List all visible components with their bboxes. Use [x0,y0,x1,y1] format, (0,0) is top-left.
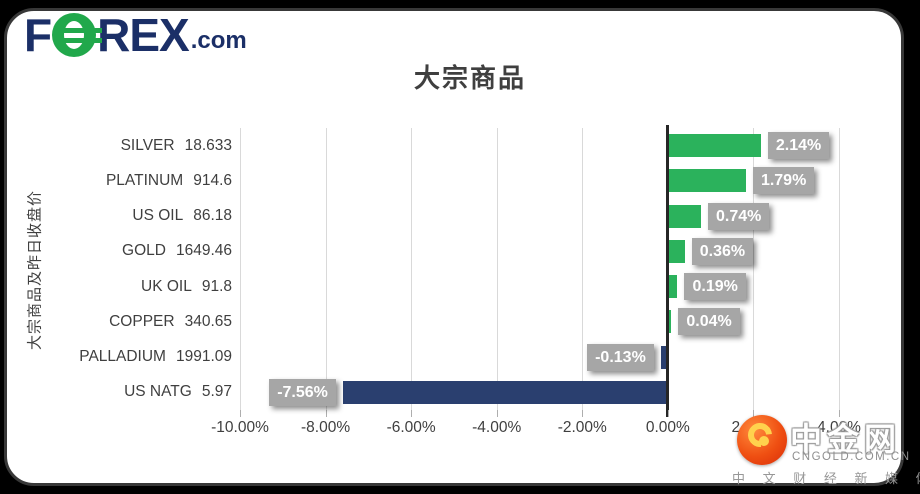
plot-area: -10.00%-8.00%-6.00%-4.00%-2.00%0.00%2.00… [211,125,861,436]
forex-logo-dotcom: .com [190,27,247,54]
gridline [240,128,241,410]
axis-tick-label: -2.00% [557,419,607,436]
gridline [839,128,840,410]
category-label: US OIL [132,207,184,225]
close-price-label: 1991.09 [175,348,232,366]
value-badge: 2.14% [767,132,830,160]
cngold-tagline: 中 文 财 经 新 媒 体 [732,471,920,486]
chart-title: 大宗商品 [413,63,526,93]
category-label: COPPER [109,312,175,330]
axis-tick-label: -6.00% [386,419,436,436]
close-price-label: 914.6 [193,171,232,189]
gridline [325,128,327,410]
category-row: US OIL 86.18 [30,199,232,234]
axis-tick-label: -10.00% [211,419,269,436]
category-label: UK OIL [141,277,192,295]
category-label: SILVER [120,136,175,154]
gridline [582,128,584,410]
forex-logo-rex: REX [97,9,190,61]
close-price-label: 86.18 [193,207,232,225]
category-axis: SILVER 18.633 PLATINUM 914.6 US OIL 86.18 GOLD… [30,128,232,410]
gridline [411,128,413,410]
category-row: PLATINUM 914.6 [30,163,232,198]
zero-axis-line [666,125,670,417]
category-row: GOLD 1649.46 [30,234,232,269]
category-row: PALLADIUM 1991.09 [30,340,232,375]
value-badge: 0.19% [684,273,746,301]
category-row: US NATG 5.97 [30,375,232,410]
category-row: COPPER 340.65 [30,304,232,339]
category-label: PALLADIUM [79,348,166,366]
axis-tick [839,410,840,417]
axis-tick [667,410,669,417]
category-row: UK OIL 91.8 [30,269,232,304]
cngold-watermark: 中金网 CNGOLD.COM.CN 中 文 财 经 新 媒 体 [720,414,920,494]
close-price-label: 5.97 [201,383,232,401]
axis-tick [240,410,241,417]
value-badge: 0.74% [708,202,770,230]
forex-logo: F REX .com [24,12,247,58]
axis-tick [753,410,755,417]
axis-tick [496,410,498,417]
axis-tick [325,410,327,417]
bar [669,169,746,193]
forex-logo-f: F [24,9,52,61]
axis-tick [582,410,584,417]
value-badge: -0.13% [587,343,654,371]
close-price-label: 18.633 [184,136,232,154]
axis-tick-label: -4.00% [472,419,522,436]
axis-tick [411,410,413,417]
value-badge: 1.79% [752,167,815,195]
axis-tick-label: 4.00% [817,419,861,436]
value-badge: -7.56% [269,378,336,406]
bar [669,204,701,228]
category-label: US NATG [124,383,192,401]
axis-tick-label: -8.00% [301,419,351,436]
cngold-name: 中金网 [790,421,902,457]
close-price-label: 91.8 [201,277,232,295]
cngold-logo-icon [737,415,787,465]
axis-tick-label: 0.00% [645,419,690,436]
bar [669,134,761,158]
close-price-label: 340.65 [184,312,232,330]
bar [669,310,672,334]
bar [669,275,678,299]
bar [669,239,685,263]
bar [660,345,667,369]
close-price-label: 1649.46 [175,242,232,260]
forex-logo-o-icon [52,13,103,57]
cngold-domain: CNGOLD.COM.CN [792,451,911,463]
category-label: GOLD [122,242,166,260]
gridline [496,128,498,410]
gridline [753,128,755,410]
value-badge: 0.04% [678,308,740,336]
value-badge: 0.36% [691,237,754,265]
bar [342,380,667,404]
category-row: SILVER 18.633 [30,128,232,163]
category-label: PLATINUM [105,171,184,189]
